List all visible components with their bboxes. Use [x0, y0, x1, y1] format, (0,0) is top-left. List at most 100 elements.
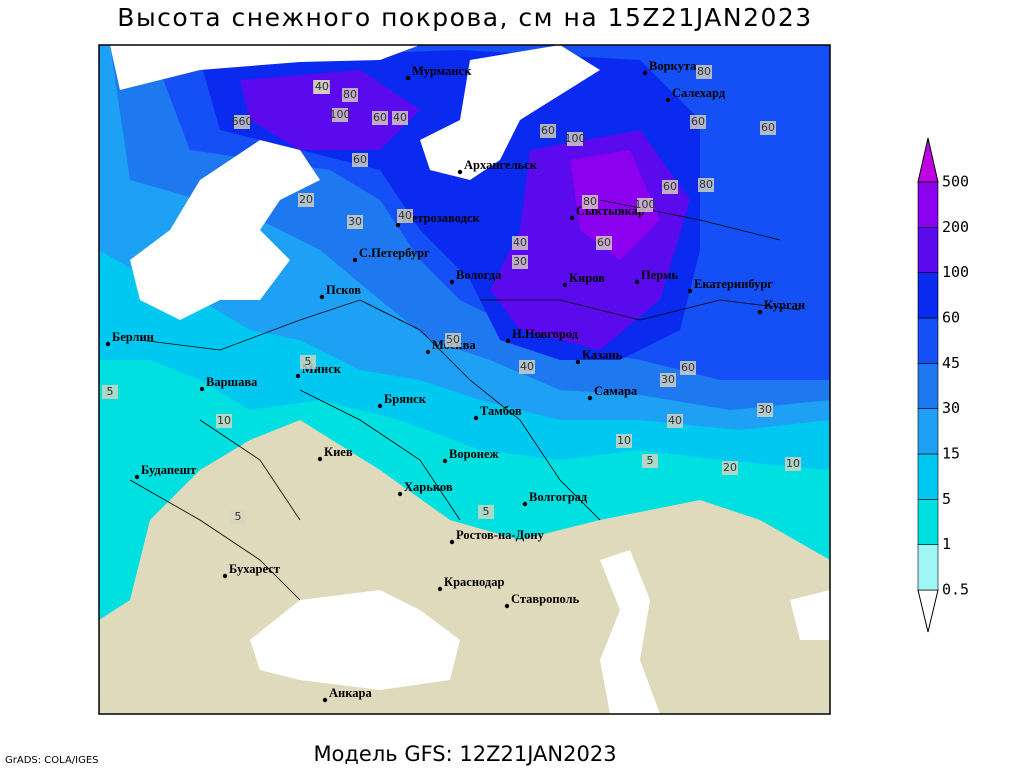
city-dot — [377, 403, 383, 409]
contour-label-bg — [332, 108, 348, 122]
contour-label: 40 — [398, 209, 412, 222]
city-dot — [449, 279, 455, 285]
contour-label: 5 — [235, 510, 242, 523]
city-dot — [757, 309, 763, 315]
city-label: Казань — [582, 348, 623, 362]
map: Мурманск ВоркутаСалехардАрхангельскСыктыв… — [98, 44, 831, 715]
contour-label-bg — [445, 333, 461, 347]
city-dot — [522, 501, 528, 507]
city-label: Варшава — [206, 375, 258, 389]
legend-swatch — [917, 499, 939, 545]
contour-label: 80 — [699, 178, 713, 191]
city-label: Курган — [764, 298, 805, 312]
city-label: Будапешт — [141, 463, 196, 477]
city-dot — [105, 341, 111, 347]
city-label: Ставрополь — [511, 592, 580, 606]
city-dot — [395, 222, 401, 228]
contour-label: 80 — [343, 88, 357, 101]
contour-label: 60 — [691, 115, 705, 128]
city-dot — [634, 279, 640, 285]
contour-label-bg — [696, 65, 712, 79]
city-dot — [319, 294, 325, 300]
legend-label: 0.5 — [942, 581, 969, 599]
footer-model: Модель GFS: 12Z21JAN2023 — [313, 742, 616, 766]
city-dot — [562, 282, 568, 288]
contour-label-bg — [234, 115, 250, 129]
legend-label: 30 — [942, 399, 960, 417]
contour-label-bg — [760, 121, 776, 135]
contour-label: 40 — [315, 80, 329, 93]
city-label: Брянск — [384, 392, 427, 406]
contour-label: 5 — [305, 355, 312, 368]
city-dot — [473, 415, 479, 421]
city-label: С.Петербург — [359, 246, 430, 260]
contour-label: 30 — [348, 215, 362, 228]
contour-label: 30 — [758, 403, 772, 416]
contour-label: 5 — [647, 454, 654, 467]
contour-label-bg — [512, 255, 528, 269]
footer-credit: GrADS: COLA/IGES — [5, 755, 99, 766]
city-dot — [199, 386, 205, 392]
contour-label-bg — [397, 209, 413, 223]
contour-label-bg — [519, 360, 535, 374]
city-dot — [397, 491, 403, 497]
contour-label: 40 — [668, 414, 682, 427]
contour-label: 60 — [373, 111, 387, 124]
contour-label-bg — [298, 193, 314, 207]
contour-label: 40 — [520, 360, 534, 373]
contour-label-bg — [637, 198, 653, 212]
contour-label: 60 — [541, 124, 555, 137]
city-label: Воркута — [649, 59, 697, 73]
city-dot — [449, 539, 455, 545]
contour-label-bg — [757, 403, 773, 417]
city-label: Харьков — [404, 480, 453, 494]
contour-label-bg — [342, 88, 358, 102]
contour-label-bg — [667, 414, 683, 428]
city-label: Вологда — [456, 268, 502, 282]
contour-label: 5 — [107, 385, 114, 398]
city-dot — [405, 75, 411, 81]
contour-label-bg — [582, 195, 598, 209]
legend-label: 100 — [942, 263, 969, 281]
city-label: Киев — [324, 445, 353, 459]
legend-label: 1 — [942, 535, 951, 553]
city-dot — [665, 97, 671, 103]
contour-label-bg — [596, 236, 612, 250]
city-dot — [134, 474, 140, 480]
city-label: Воронеж — [449, 447, 500, 461]
contour-label: 20 — [299, 193, 313, 206]
contour-label-bg — [690, 115, 706, 129]
city-label: Анкара — [329, 686, 372, 700]
city-label: Краснодар — [444, 575, 504, 589]
contour-label-bg — [216, 414, 232, 428]
legend-label: 5 — [942, 490, 951, 508]
legend-arrow-low — [917, 589, 939, 633]
legend-label: 500 — [942, 173, 969, 191]
city-label: Псков — [326, 283, 361, 297]
contour-label: 10 — [617, 434, 631, 447]
contour-label: 60 — [761, 121, 775, 134]
contour-label: 10 — [217, 414, 231, 427]
contour-label-bg — [478, 505, 494, 519]
city-label: Петрозаводск — [402, 211, 480, 225]
city-label: Екатеринбург — [694, 277, 773, 291]
contour-label: 50 — [446, 333, 460, 346]
legend-swatch — [917, 227, 939, 273]
contour-label-bg — [392, 111, 408, 125]
contour-label-bg — [300, 355, 316, 369]
legend-swatch — [917, 363, 939, 409]
contour-label: 660 — [232, 115, 253, 128]
contour-label-bg — [372, 111, 388, 125]
legend-swatch — [917, 408, 939, 455]
contour-label: 60 — [353, 153, 367, 166]
city-label: Н.Новгород — [512, 327, 579, 341]
city-dot — [569, 215, 575, 221]
contour-label-bg — [314, 80, 330, 94]
legend-swatch — [917, 317, 939, 364]
city-label: Ростов-на-Дону — [456, 528, 545, 542]
city-dot — [504, 603, 510, 609]
title: Высота снежного покрова, см на 15Z21JAN2… — [117, 3, 812, 32]
city-dot — [295, 373, 301, 379]
contour-label-bg — [680, 361, 696, 375]
